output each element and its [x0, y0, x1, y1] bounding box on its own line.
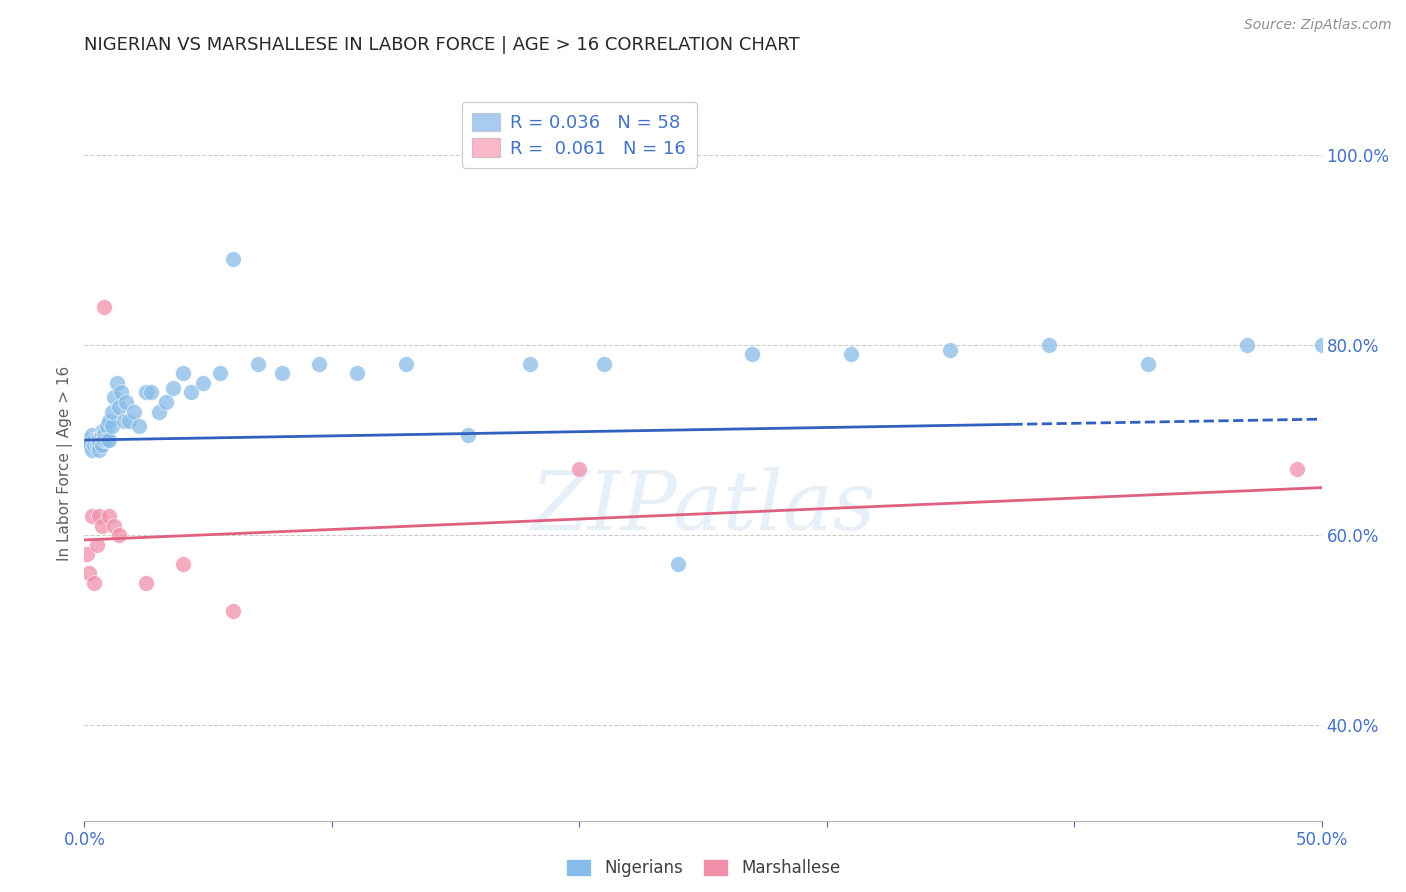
Point	[90, 428, 112, 442]
Point	[308, 357, 330, 371]
Point	[89, 442, 111, 457]
Text: ZIPatlas: ZIPatlas	[530, 467, 876, 547]
Point	[172, 367, 194, 381]
Point	[112, 414, 135, 428]
Point	[1310, 338, 1333, 352]
Point	[86, 438, 108, 452]
Point	[96, 433, 118, 447]
Point	[141, 385, 163, 400]
Legend: Nigerians, Marshallese: Nigerians, Marshallese	[560, 852, 846, 884]
Point	[89, 433, 111, 447]
Point	[135, 385, 157, 400]
Point	[98, 433, 121, 447]
Point	[90, 424, 112, 438]
Point	[1137, 357, 1160, 371]
Point	[80, 509, 103, 524]
Point	[90, 518, 112, 533]
Point	[89, 509, 111, 524]
Point	[568, 461, 591, 475]
Point	[222, 604, 245, 618]
Point	[83, 575, 105, 590]
Point	[172, 557, 194, 571]
Point	[86, 538, 108, 552]
Point	[98, 414, 121, 428]
Point	[222, 252, 245, 267]
Point	[271, 367, 294, 381]
Point	[93, 424, 115, 438]
Point	[103, 518, 125, 533]
Point	[939, 343, 962, 357]
Point	[118, 414, 141, 428]
Point	[100, 418, 122, 433]
Point	[76, 433, 98, 447]
Point	[105, 376, 128, 390]
Point	[457, 428, 479, 442]
Point	[148, 404, 170, 418]
Point	[1038, 338, 1060, 352]
Point	[98, 509, 121, 524]
Point	[128, 418, 150, 433]
Point	[80, 442, 103, 457]
Point	[115, 395, 138, 409]
Point	[519, 357, 541, 371]
Point	[103, 390, 125, 404]
Point	[1236, 338, 1258, 352]
Text: Source: ZipAtlas.com: Source: ZipAtlas.com	[1244, 18, 1392, 32]
Point	[100, 404, 122, 418]
Point	[395, 357, 418, 371]
Point	[246, 357, 269, 371]
Point	[79, 566, 101, 581]
Point	[108, 528, 131, 542]
Point	[841, 347, 863, 361]
Point	[135, 575, 157, 590]
Point	[96, 418, 118, 433]
Point	[191, 376, 214, 390]
Point	[80, 428, 103, 442]
Point	[76, 547, 98, 561]
Point	[90, 438, 112, 452]
Point	[83, 438, 105, 452]
Point	[155, 395, 177, 409]
Point	[93, 300, 115, 314]
Point	[93, 433, 115, 447]
Point	[93, 428, 115, 442]
Point	[83, 433, 105, 447]
Point	[110, 385, 132, 400]
Point	[741, 347, 763, 361]
Point	[162, 381, 184, 395]
Point	[180, 385, 202, 400]
Point	[86, 433, 108, 447]
Point	[209, 367, 232, 381]
Point	[108, 400, 131, 414]
Point	[666, 557, 689, 571]
Y-axis label: In Labor Force | Age > 16: In Labor Force | Age > 16	[58, 367, 73, 561]
Point	[122, 404, 145, 418]
Point	[79, 438, 101, 452]
Point	[89, 438, 111, 452]
Point	[593, 357, 616, 371]
Text: NIGERIAN VS MARSHALLESE IN LABOR FORCE | AGE > 16 CORRELATION CHART: NIGERIAN VS MARSHALLESE IN LABOR FORCE |…	[84, 36, 800, 54]
Point	[1285, 461, 1308, 475]
Point	[346, 367, 368, 381]
